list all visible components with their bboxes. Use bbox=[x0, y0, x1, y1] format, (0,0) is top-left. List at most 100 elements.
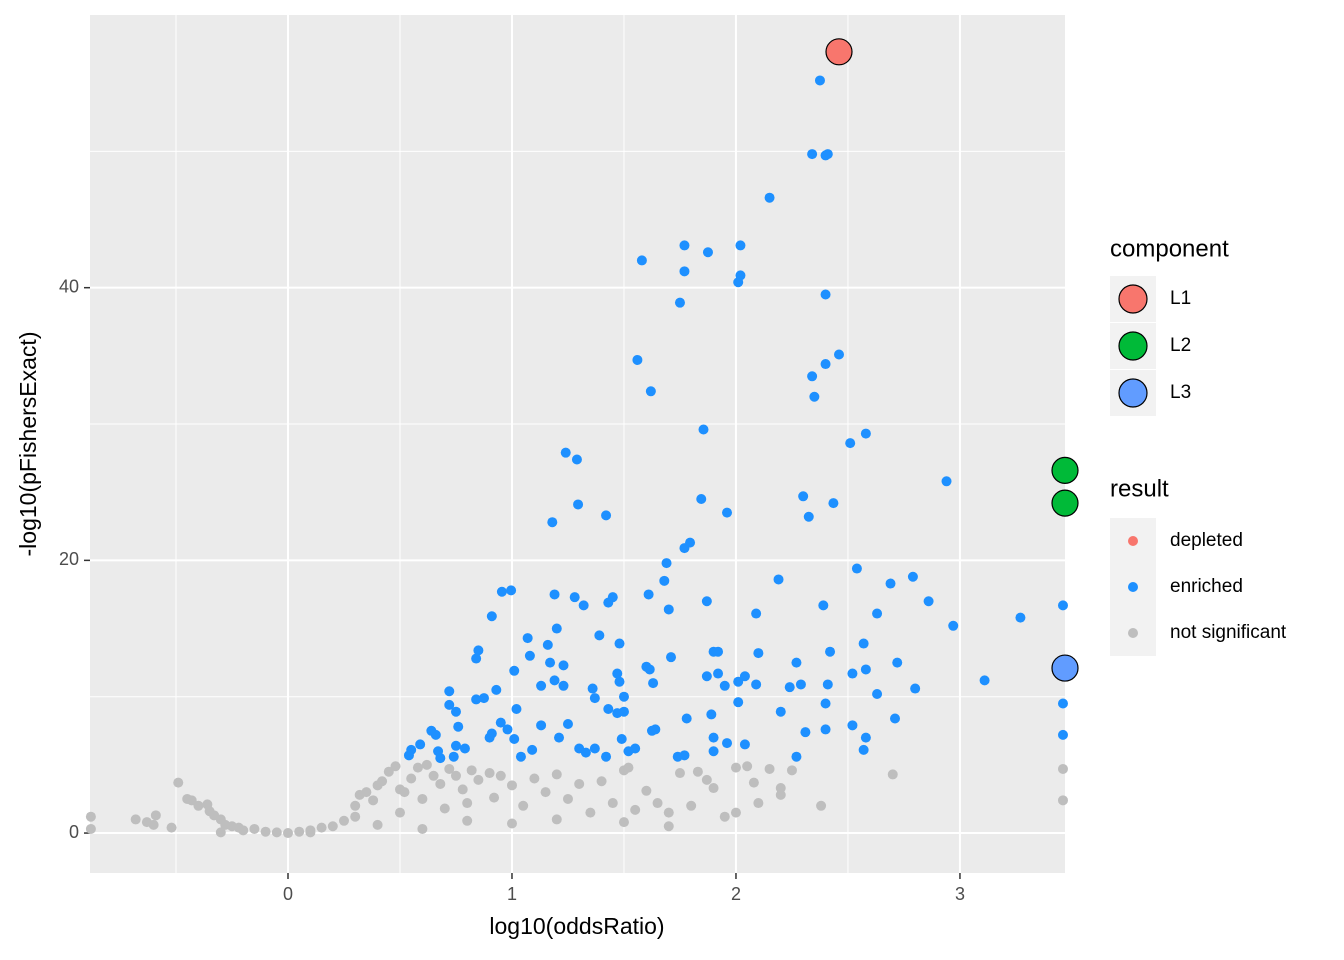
point bbox=[166, 822, 177, 833]
point bbox=[415, 739, 426, 750]
point bbox=[679, 543, 690, 554]
point bbox=[260, 826, 271, 837]
point bbox=[580, 747, 591, 758]
point bbox=[524, 650, 535, 661]
point bbox=[383, 766, 394, 777]
legend-swatch bbox=[1118, 284, 1148, 314]
point bbox=[614, 638, 625, 649]
point bbox=[818, 600, 829, 611]
point bbox=[692, 766, 703, 777]
point bbox=[394, 807, 405, 818]
point bbox=[350, 800, 361, 811]
point bbox=[798, 491, 809, 502]
point bbox=[509, 665, 520, 676]
legend-label: L3 bbox=[1170, 382, 1191, 403]
point bbox=[730, 762, 741, 773]
point bbox=[701, 774, 712, 785]
legend-label: not significant bbox=[1170, 622, 1287, 643]
legend-title: result bbox=[1110, 475, 1169, 502]
point bbox=[502, 724, 513, 735]
panel bbox=[90, 15, 1065, 873]
point bbox=[486, 611, 497, 622]
point bbox=[283, 828, 294, 839]
point bbox=[471, 653, 482, 664]
point bbox=[800, 727, 811, 738]
point bbox=[478, 693, 489, 704]
point bbox=[659, 575, 670, 586]
x-tick-label: 1 bbox=[507, 884, 517, 904]
point bbox=[616, 733, 627, 744]
point bbox=[822, 679, 833, 690]
point bbox=[860, 664, 871, 675]
point bbox=[435, 778, 446, 789]
point bbox=[807, 149, 818, 160]
point bbox=[457, 784, 468, 795]
legend-swatch bbox=[1128, 582, 1138, 592]
point bbox=[85, 811, 96, 822]
point bbox=[696, 494, 707, 505]
point bbox=[643, 589, 654, 600]
point bbox=[645, 386, 656, 397]
point bbox=[466, 765, 477, 776]
point bbox=[632, 354, 643, 365]
point bbox=[733, 676, 744, 687]
point bbox=[403, 750, 414, 761]
point bbox=[571, 454, 582, 465]
point bbox=[636, 255, 647, 266]
component-point bbox=[1051, 489, 1079, 517]
y-tick-label: 40 bbox=[59, 276, 79, 296]
point bbox=[515, 751, 526, 762]
point bbox=[569, 592, 580, 603]
point bbox=[1057, 600, 1068, 611]
point bbox=[816, 800, 827, 811]
point bbox=[820, 698, 831, 709]
point bbox=[305, 827, 316, 838]
point bbox=[618, 691, 629, 702]
point bbox=[1057, 763, 1068, 774]
point bbox=[795, 679, 806, 690]
point bbox=[462, 798, 473, 809]
point bbox=[603, 703, 614, 714]
point bbox=[601, 751, 612, 762]
point bbox=[238, 825, 249, 836]
point bbox=[444, 763, 455, 774]
point bbox=[713, 668, 724, 679]
point bbox=[739, 671, 750, 682]
point bbox=[558, 680, 569, 691]
point bbox=[607, 798, 618, 809]
point bbox=[764, 763, 775, 774]
point bbox=[394, 784, 405, 795]
point bbox=[708, 783, 719, 794]
point bbox=[735, 240, 746, 251]
point bbox=[540, 787, 551, 798]
point bbox=[506, 818, 517, 829]
point bbox=[775, 706, 786, 717]
point bbox=[775, 789, 786, 800]
point bbox=[294, 826, 305, 837]
point bbox=[406, 773, 417, 784]
point bbox=[495, 717, 506, 728]
point bbox=[858, 638, 869, 649]
point bbox=[803, 511, 814, 522]
point bbox=[495, 770, 506, 781]
point bbox=[596, 776, 607, 787]
legend-label: L1 bbox=[1170, 288, 1191, 309]
legend-label: depleted bbox=[1170, 530, 1243, 551]
point bbox=[1015, 612, 1026, 623]
point bbox=[462, 815, 473, 826]
point bbox=[791, 751, 802, 762]
point bbox=[889, 713, 900, 724]
point bbox=[686, 800, 697, 811]
point bbox=[753, 648, 764, 659]
point bbox=[421, 759, 432, 770]
point bbox=[872, 688, 883, 699]
y-tick-label: 20 bbox=[59, 549, 79, 569]
point bbox=[551, 769, 562, 780]
point bbox=[702, 247, 713, 258]
point bbox=[663, 807, 674, 818]
point bbox=[652, 798, 663, 809]
point bbox=[719, 680, 730, 691]
point bbox=[618, 817, 629, 828]
point bbox=[551, 623, 562, 634]
point bbox=[820, 359, 831, 370]
